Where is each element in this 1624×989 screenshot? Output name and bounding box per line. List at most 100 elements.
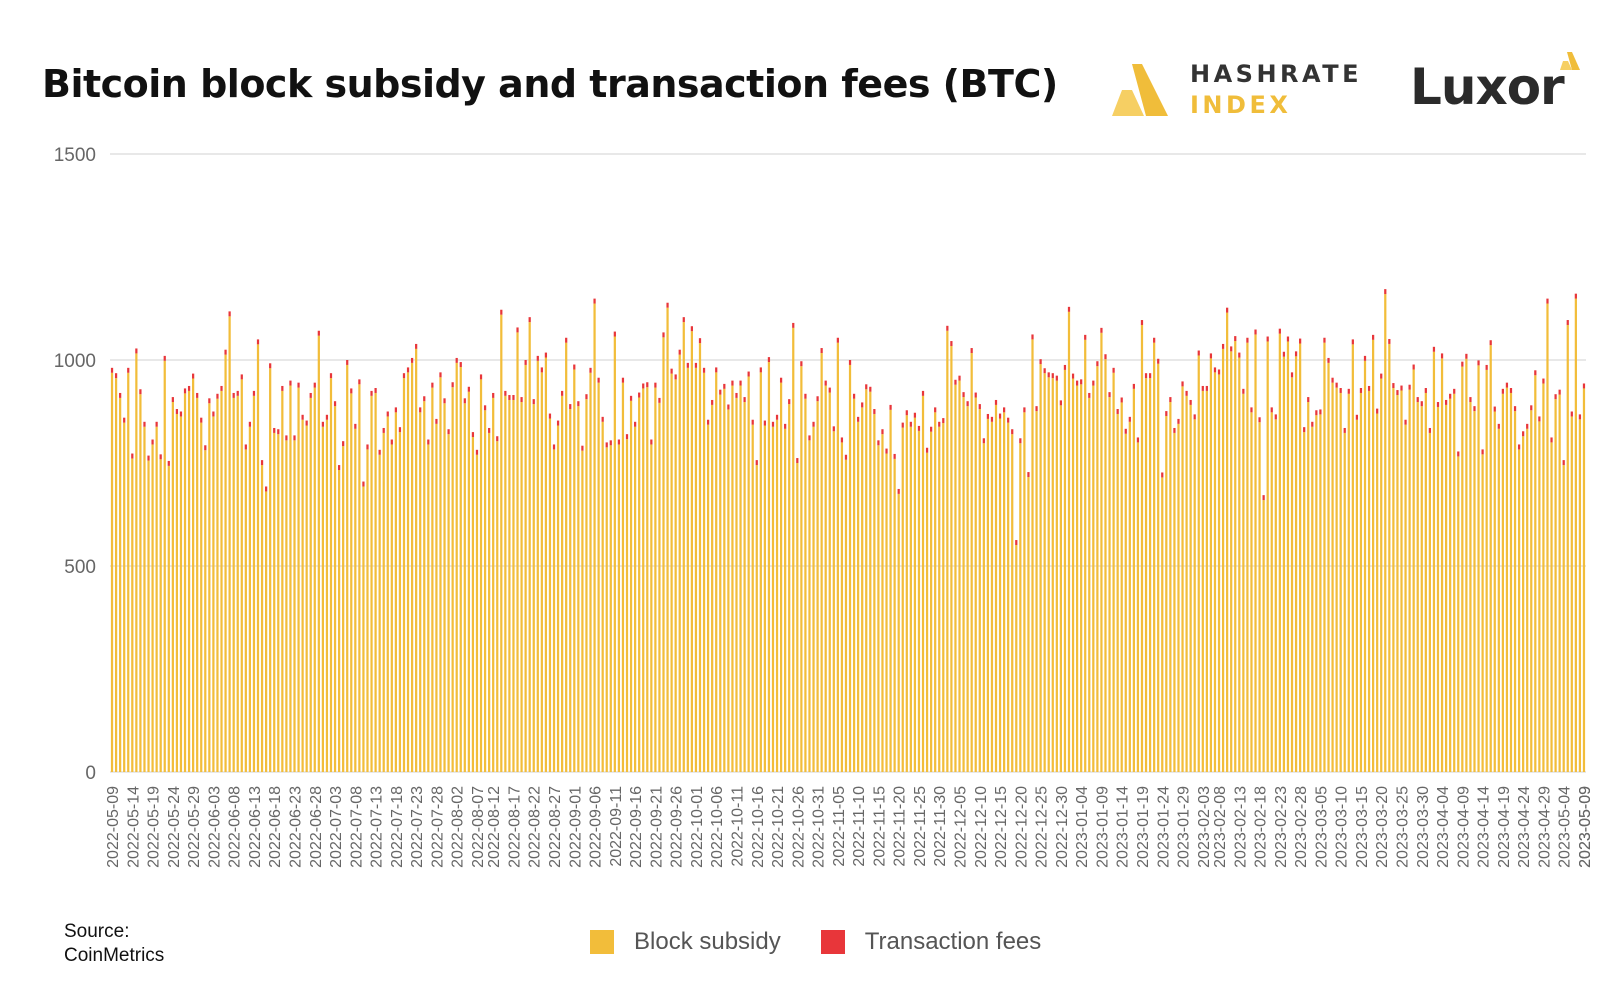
bar-subsidy	[1526, 428, 1529, 772]
x-tick-label: 2023-03-05	[1313, 786, 1330, 868]
bar-fees	[605, 442, 608, 448]
bar-fees	[844, 454, 848, 460]
bar-subsidy	[666, 307, 669, 772]
bar-fees	[820, 348, 823, 353]
bar-subsidy	[1112, 372, 1115, 772]
bar-subsidy	[204, 450, 207, 772]
bar-subsidy	[767, 362, 771, 772]
bar-subsidy	[589, 372, 592, 772]
bar-fees	[187, 385, 191, 391]
bar-subsidy	[893, 458, 896, 772]
bar-subsidy	[350, 393, 353, 772]
bar-fees	[942, 418, 945, 424]
bar-subsidy	[183, 393, 187, 772]
bar-fees	[208, 398, 211, 404]
bar-fees	[601, 416, 604, 422]
bar-subsidy	[1205, 390, 1208, 772]
bar-subsidy	[228, 316, 231, 772]
x-tick-label: 2022-08-12	[486, 786, 503, 868]
bar-subsidy	[362, 486, 365, 772]
bar-fees	[893, 453, 896, 459]
bar-fees	[1096, 361, 1099, 367]
bar-subsidy	[1132, 388, 1135, 772]
bar-fees	[536, 355, 539, 361]
bar-subsidy	[1157, 363, 1160, 772]
bar-fees	[921, 390, 925, 396]
bar-fees	[1473, 406, 1476, 412]
bar-fees	[1274, 414, 1277, 420]
bar-fees	[273, 427, 276, 433]
bar-fees	[1477, 360, 1480, 366]
bar-fees	[285, 435, 288, 441]
bar-subsidy	[1542, 383, 1545, 772]
bar-subsidy	[1392, 388, 1395, 772]
legend-label-subsidy: Block subsidy	[634, 928, 781, 955]
bar-fees	[1457, 451, 1460, 457]
bar-fees	[581, 445, 584, 451]
bar-fees	[1088, 392, 1091, 398]
bar-fees	[698, 338, 702, 344]
bar-fees	[917, 425, 921, 431]
bar-subsidy	[1177, 423, 1180, 772]
bar-subsidy	[337, 470, 341, 772]
bar-fees	[1161, 472, 1164, 478]
bar-fees	[1278, 328, 1281, 334]
bar-subsidy	[374, 392, 377, 772]
x-tick-label: 2023-03-10	[1334, 786, 1351, 868]
bar-fees	[451, 382, 454, 388]
bar-fees	[1221, 343, 1225, 349]
bar-subsidy	[901, 427, 904, 772]
bar-fees	[1148, 373, 1152, 379]
bar-fees	[913, 412, 917, 418]
bar-fees	[1051, 373, 1054, 379]
bar-subsidy	[763, 425, 766, 772]
bar-subsidy	[779, 382, 783, 772]
x-tick-label: 2022-09-01	[567, 786, 584, 868]
bar-fees	[715, 367, 718, 373]
bar-subsidy	[1485, 369, 1488, 772]
bar-subsidy	[394, 412, 397, 772]
bar-subsidy	[970, 352, 973, 772]
bar-fees	[1323, 337, 1326, 343]
bar-subsidy	[925, 452, 929, 772]
bar-subsidy	[1469, 402, 1472, 772]
bar-fees	[265, 486, 268, 492]
bar-fees	[1055, 375, 1058, 381]
bar-subsidy	[934, 412, 937, 772]
bar-fees	[1197, 350, 1200, 356]
bar-subsidy	[1436, 406, 1440, 772]
bar-fees	[540, 367, 543, 373]
bar-fees	[1485, 364, 1488, 370]
bar-fees	[244, 444, 247, 450]
bar-subsidy	[706, 424, 710, 772]
bar-fees	[183, 388, 187, 394]
bar-subsidy	[139, 394, 142, 772]
bar-fees	[621, 377, 625, 383]
bar-fees	[179, 411, 183, 417]
bar-fees	[390, 439, 393, 445]
bar-subsidy	[682, 322, 685, 772]
bar-fees	[216, 393, 219, 399]
bar-fees	[1128, 416, 1131, 422]
bar-subsidy	[788, 404, 791, 772]
bar-subsidy	[187, 390, 191, 772]
bar-fees	[114, 373, 118, 379]
bar-fees	[625, 434, 629, 440]
bar-fees	[1335, 382, 1338, 388]
bar-subsidy	[1315, 415, 1318, 772]
bar-subsidy	[1477, 365, 1480, 772]
bar-subsidy	[654, 387, 657, 772]
bar-subsidy	[1461, 366, 1464, 772]
bar-subsidy	[536, 360, 539, 772]
bar-subsidy	[1530, 410, 1533, 772]
x-tick-label: 2022-07-13	[369, 786, 386, 868]
bar-subsidy	[1278, 333, 1281, 772]
bar-subsidy	[954, 384, 957, 772]
bar-fees	[1104, 354, 1107, 360]
bar-subsidy	[771, 426, 775, 772]
bar-subsidy	[1505, 387, 1509, 772]
bar-subsidy	[1388, 343, 1391, 772]
x-tick-label: 2022-11-15	[871, 786, 888, 867]
bar-subsidy	[1201, 390, 1204, 772]
bar-subsidy	[277, 434, 280, 772]
